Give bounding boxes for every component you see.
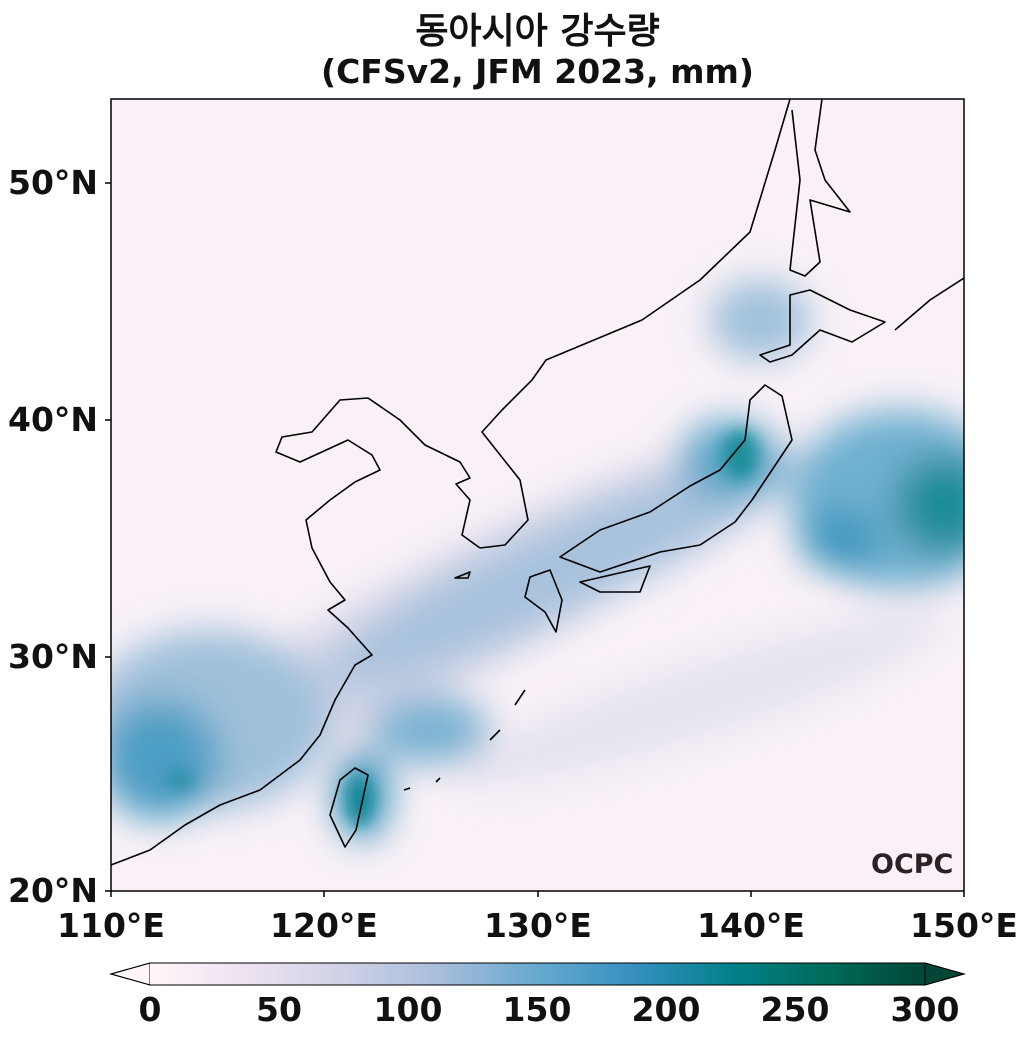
precipitation-field [111, 99, 964, 891]
svg-text:OCPC: OCPC [871, 849, 953, 880]
colorbar-tick-label: 150 [502, 990, 572, 1029]
lon-tick-label: 110°E [57, 906, 165, 945]
map-title: 동아시아 강수량 [415, 11, 660, 52]
colorbar-tick-label: 250 [760, 990, 830, 1029]
lat-tick-label: 20°N [8, 871, 99, 910]
lat-tick-label: 50°N [8, 163, 99, 202]
coastline-honshu [559, 384, 793, 573]
coastline-taiwan [329, 767, 369, 848]
lon-tick-label: 150°E [910, 906, 1018, 945]
lat-tick-label: 40°N [8, 400, 99, 439]
map-subtitle: (CFSv2, JFM 2023, mm) [321, 52, 754, 91]
colorbar-tick-label: 50 [256, 990, 302, 1029]
coastline-kurils [894, 277, 964, 331]
coastline-sakhalin [789, 99, 851, 277]
colorbar-gradient [150, 963, 925, 985]
lon-tick-label: 120°E [270, 906, 378, 945]
coastline-ryukyu [403, 689, 526, 791]
colorbar-tick-label: 100 [373, 990, 443, 1029]
coastline-china [111, 397, 481, 866]
ocpc-logo: OCPC [871, 849, 953, 880]
lon-tick-label: 140°E [697, 906, 805, 945]
coastlines [111, 99, 964, 866]
coastline-jeju [454, 571, 471, 579]
colorbar [109, 962, 966, 986]
colorbar-extend-min [109, 962, 151, 986]
colorbar-extend-max [924, 962, 966, 986]
lat-tick-label: 30°N [8, 637, 99, 676]
coastline-shikoku [579, 565, 651, 593]
coastline-kyushu [524, 569, 563, 633]
lon-tick-label: 130°E [484, 906, 592, 945]
coastline-hokkaido [759, 289, 886, 363]
colorbar-tick-label: 0 [138, 990, 162, 1029]
coastline-korea [479, 99, 791, 549]
axis-ticks [105, 182, 965, 897]
colorbar-tick-label: 200 [631, 990, 701, 1029]
colorbar-tick-label: 300 [890, 990, 960, 1029]
